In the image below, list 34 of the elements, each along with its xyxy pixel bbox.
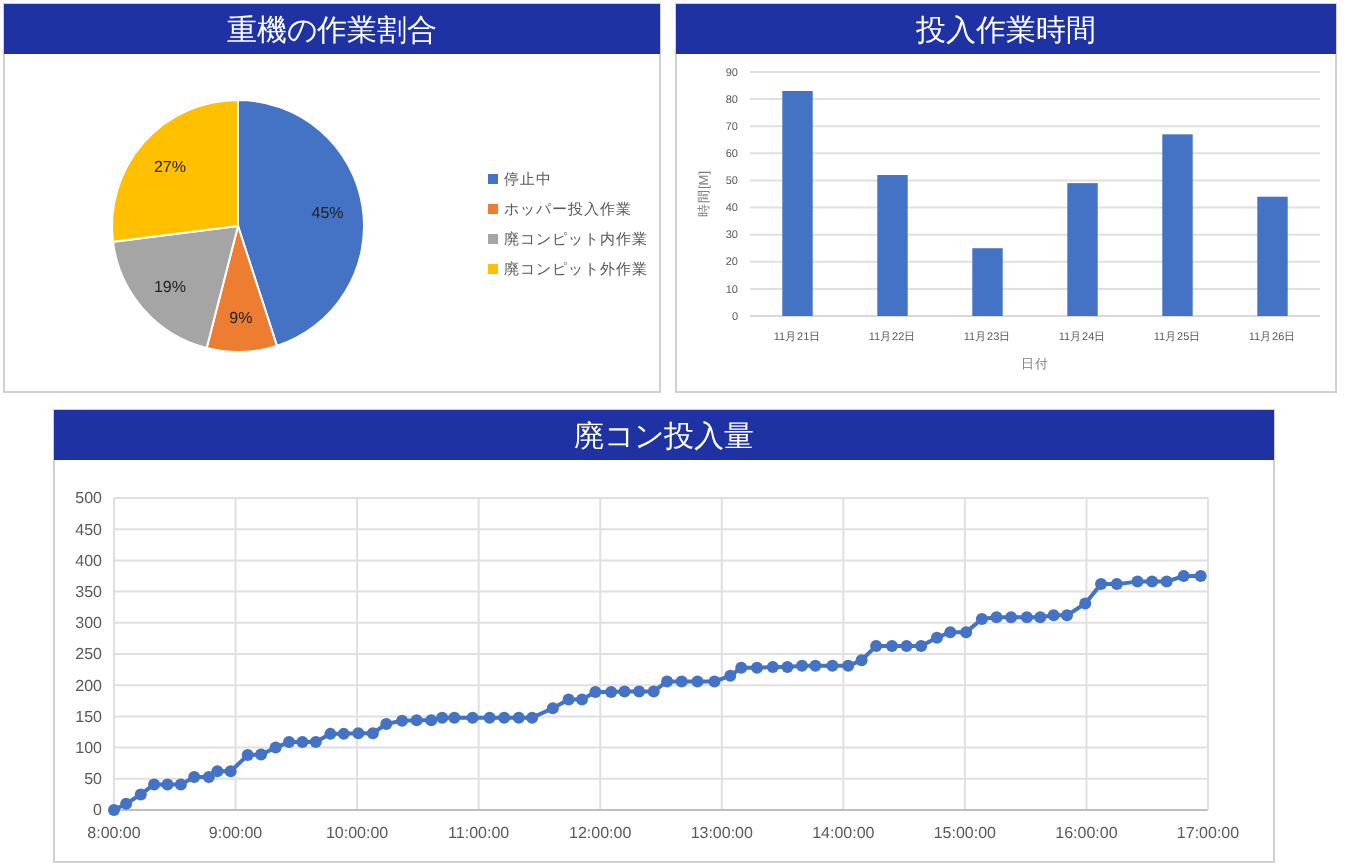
bar — [1257, 196, 1288, 316]
x-tick-label: 10:00:00 — [325, 824, 390, 842]
y-tick-label: 350 — [75, 582, 104, 601]
y-tick-label: 250 — [75, 645, 104, 664]
y-tick-label: 50 — [84, 770, 104, 789]
chart-title: 廃コン投入量 — [574, 420, 754, 454]
y-tick-label: 450 — [75, 520, 104, 539]
chart-title: 重機の作業割合 — [227, 14, 437, 48]
y-tick-label: 400 — [75, 551, 104, 570]
x-tick-label: 12:00:00 — [569, 824, 633, 842]
y-tick-label: 0 — [93, 801, 104, 820]
x-tick-label: 14:00:00 — [812, 824, 876, 842]
x-tick-label: 16:00:00 — [1055, 824, 1119, 842]
y-tick-label: 300 — [75, 614, 104, 633]
x-tick-label: 13:00:00 — [690, 824, 755, 842]
x-tick-label: 8:00:00 — [87, 824, 142, 842]
data-label: 9% — [229, 308, 253, 327]
x-tick-label: 9:00:00 — [208, 824, 264, 842]
bar — [1067, 183, 1098, 316]
y-tick-label: 200 — [75, 676, 104, 695]
chart-title: 投入作業時間 — [914, 14, 1096, 48]
x-tick-label: 11:00:00 — [448, 824, 511, 842]
bar — [1162, 134, 1193, 316]
x-tick-label: 15:00:00 — [933, 824, 998, 842]
bar — [877, 175, 908, 316]
y-tick-label: 100 — [75, 738, 104, 757]
data-label: 45% — [311, 203, 344, 222]
y-tick-label: 150 — [75, 707, 104, 726]
data-label: 19% — [153, 277, 186, 296]
x-tick-label: 17:00:00 — [1176, 824, 1241, 842]
bar — [972, 248, 1003, 316]
bar — [782, 90, 813, 316]
data-label: 27% — [153, 158, 186, 177]
y-tick-label: 500 — [75, 489, 104, 508]
